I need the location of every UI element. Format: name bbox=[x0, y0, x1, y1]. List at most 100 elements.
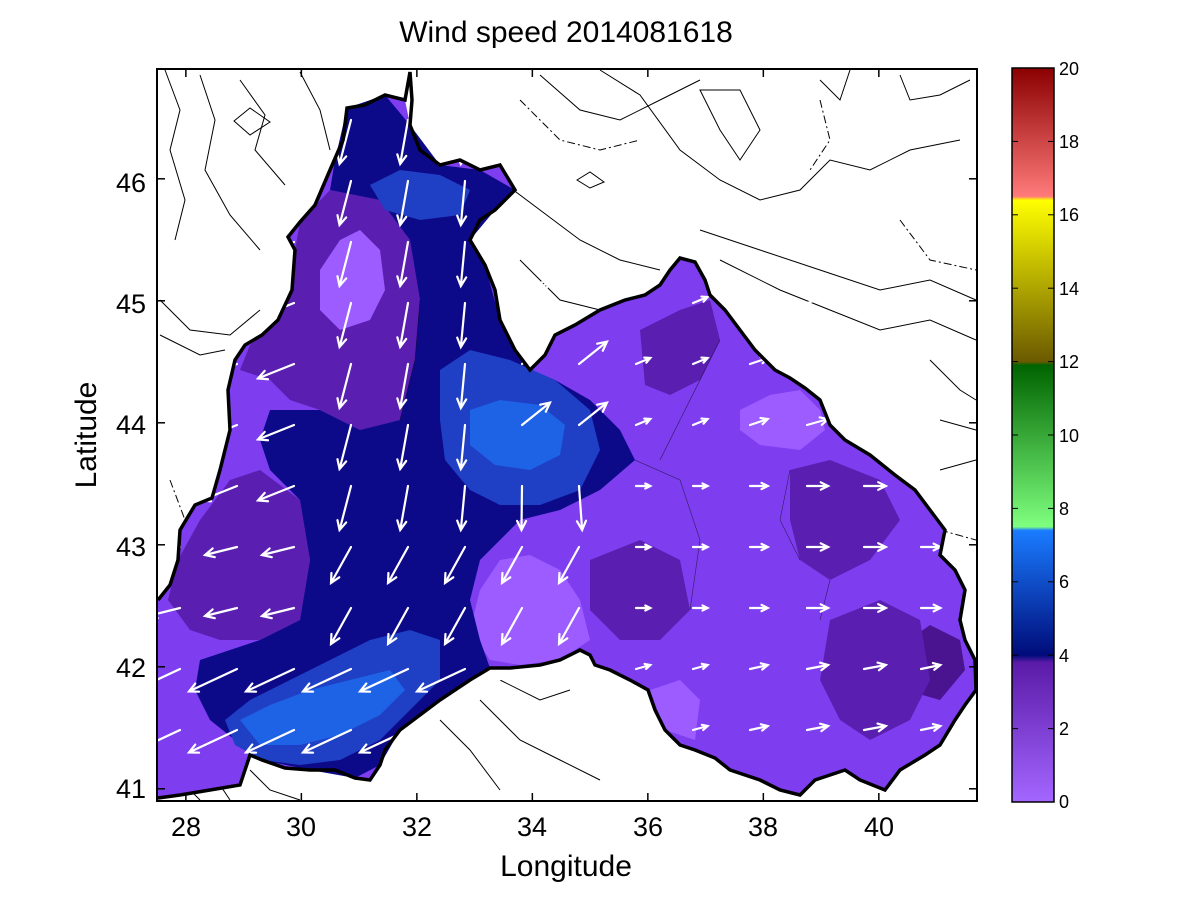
wind-arrow bbox=[456, 484, 468, 533]
wind-arrow bbox=[456, 118, 468, 167]
wind-arrow bbox=[186, 728, 239, 754]
y-tick-label: 41 bbox=[116, 774, 146, 804]
colorbar-tick-label: 16 bbox=[1059, 205, 1079, 225]
wind-arrow bbox=[575, 484, 588, 533]
wind-arrow bbox=[862, 542, 889, 552]
wind-arrow bbox=[748, 542, 771, 552]
x-tick-label: 36 bbox=[633, 812, 663, 842]
y-tick-label: 42 bbox=[116, 653, 146, 683]
wind-arrow bbox=[520, 401, 552, 427]
wind-arrow bbox=[919, 722, 943, 732]
y-tick-label: 43 bbox=[116, 532, 146, 562]
wind-arrow bbox=[329, 545, 353, 586]
colorbar-tick-label: 18 bbox=[1059, 132, 1079, 152]
wind-arrow bbox=[557, 545, 581, 586]
wind-arrow bbox=[443, 606, 467, 647]
wind-arrow bbox=[862, 603, 889, 613]
wind-arrow bbox=[259, 545, 296, 559]
x-tick-label: 40 bbox=[864, 812, 894, 842]
wind-arrow bbox=[202, 606, 239, 620]
wind-arrow bbox=[157, 667, 182, 681]
wind-arrow bbox=[443, 545, 467, 586]
wind-arrow bbox=[456, 423, 468, 472]
axes-frame bbox=[156, 68, 978, 802]
colorbar-tick-label: 8 bbox=[1059, 499, 1069, 519]
wind-arrow bbox=[471, 667, 524, 693]
wind-arrow bbox=[336, 362, 353, 411]
x-tick-label: 38 bbox=[748, 812, 778, 842]
wind-arrow bbox=[456, 179, 468, 228]
wind-arrow bbox=[336, 301, 353, 350]
wind-arrow bbox=[691, 723, 710, 732]
wind-arrow bbox=[577, 401, 609, 427]
wind-arrow bbox=[414, 667, 467, 693]
coastline bbox=[157, 71, 977, 800]
wind-arrow bbox=[805, 294, 831, 305]
wind-arrow bbox=[259, 606, 296, 620]
wind-arrow bbox=[691, 543, 711, 551]
wind-arrow bbox=[805, 542, 831, 552]
wind-arrow bbox=[634, 482, 653, 490]
wind-arrow bbox=[500, 545, 524, 586]
x-tick-label: 28 bbox=[171, 812, 201, 842]
wind-arrow bbox=[691, 604, 711, 612]
wind-arrow bbox=[255, 240, 296, 259]
wind-arrow bbox=[357, 728, 410, 754]
wind-arrow bbox=[528, 667, 581, 693]
wind-arrow bbox=[862, 722, 889, 733]
x-tick-label: 30 bbox=[286, 812, 316, 842]
wind-arrow bbox=[300, 667, 353, 693]
wind-arrow bbox=[691, 356, 710, 366]
wind-arrow bbox=[919, 603, 943, 613]
wind-arrow bbox=[500, 606, 524, 647]
x-tick-label: 32 bbox=[402, 812, 432, 842]
wind-arrow bbox=[805, 722, 831, 733]
wind-arrow bbox=[396, 362, 410, 411]
wind-arrow bbox=[805, 481, 831, 491]
wind-arrow bbox=[255, 484, 296, 503]
wind-arrow bbox=[456, 362, 468, 411]
x-tick-labels: 28 30 32 34 36 38 40 bbox=[171, 812, 894, 842]
y-tick-label: 44 bbox=[116, 410, 146, 440]
wind-arrow bbox=[634, 417, 653, 427]
wind-arrow bbox=[456, 240, 468, 289]
wind-arrow bbox=[748, 662, 771, 671]
colorbar-tick-label: 4 bbox=[1059, 646, 1069, 666]
wind-arrow bbox=[157, 728, 182, 742]
wind-arrow bbox=[386, 545, 410, 586]
wind-arrow bbox=[157, 545, 182, 559]
wind-arrow bbox=[336, 179, 353, 228]
colorbar-tick-label: 6 bbox=[1059, 572, 1069, 592]
wind-arrow bbox=[634, 356, 653, 366]
wind-arrow bbox=[336, 240, 353, 289]
wind-arrow bbox=[396, 179, 410, 228]
plot-area: 28 30 32 34 36 38 40 41 42 43 44 45 46 L… bbox=[70, 68, 978, 883]
wind-arrow bbox=[634, 543, 653, 551]
wind-arrow bbox=[329, 606, 353, 647]
wind-arrow bbox=[805, 661, 831, 672]
wind-arrow bbox=[243, 728, 296, 754]
colorbar-tick-label: 14 bbox=[1059, 279, 1079, 299]
x-tick-label: 34 bbox=[517, 812, 547, 842]
wind-arrow bbox=[336, 423, 353, 472]
colorbar-tick-label: 0 bbox=[1059, 792, 1069, 812]
wind-arrow bbox=[396, 423, 410, 472]
wind-arrow bbox=[386, 606, 410, 647]
wind-arrow bbox=[634, 604, 653, 612]
y-tick-label: 45 bbox=[116, 289, 146, 319]
wind-arrow bbox=[862, 661, 889, 672]
wind-arrow bbox=[748, 723, 771, 732]
wind-arrow bbox=[157, 606, 182, 620]
wind-arrow bbox=[255, 301, 296, 320]
chart-title: Wind speed 2014081618 bbox=[399, 16, 733, 49]
y-tick-label: 46 bbox=[116, 168, 146, 198]
wind-arrow bbox=[396, 301, 410, 350]
wind-arrow bbox=[520, 279, 552, 305]
wind-arrow bbox=[748, 294, 771, 305]
wind-vector-field bbox=[157, 118, 943, 754]
wind-arrow bbox=[198, 362, 239, 381]
wind-arrow bbox=[748, 481, 771, 491]
wind-arrow bbox=[862, 481, 889, 491]
wind-arrow bbox=[186, 667, 239, 693]
